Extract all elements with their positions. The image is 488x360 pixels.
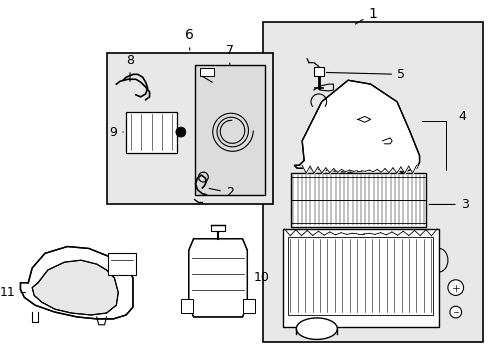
Bar <box>288 237 432 315</box>
Text: 1: 1 <box>355 7 376 24</box>
Bar <box>181 299 192 313</box>
Bar <box>243 299 255 313</box>
Polygon shape <box>188 239 247 317</box>
Ellipse shape <box>296 318 337 339</box>
Polygon shape <box>20 247 133 319</box>
Text: 8: 8 <box>126 54 134 81</box>
Bar <box>106 53 272 204</box>
Bar <box>263 22 482 342</box>
Circle shape <box>449 306 461 318</box>
Text: 3: 3 <box>428 198 468 211</box>
Bar <box>194 64 264 195</box>
Text: 7: 7 <box>225 44 233 64</box>
Circle shape <box>176 127 185 137</box>
Polygon shape <box>294 80 419 172</box>
Text: 5: 5 <box>326 68 404 81</box>
Bar <box>313 67 323 76</box>
Text: 10: 10 <box>247 271 268 284</box>
Text: 2: 2 <box>208 186 233 199</box>
Bar <box>108 253 136 275</box>
Text: 6: 6 <box>185 28 194 50</box>
Bar <box>291 173 426 227</box>
Text: 11: 11 <box>0 286 25 299</box>
Polygon shape <box>32 260 118 315</box>
Bar <box>211 225 224 231</box>
Circle shape <box>447 280 463 296</box>
Text: 9: 9 <box>109 126 123 139</box>
Bar <box>200 68 214 76</box>
Bar <box>126 112 177 153</box>
Text: 4: 4 <box>458 110 466 123</box>
Bar <box>282 229 438 327</box>
